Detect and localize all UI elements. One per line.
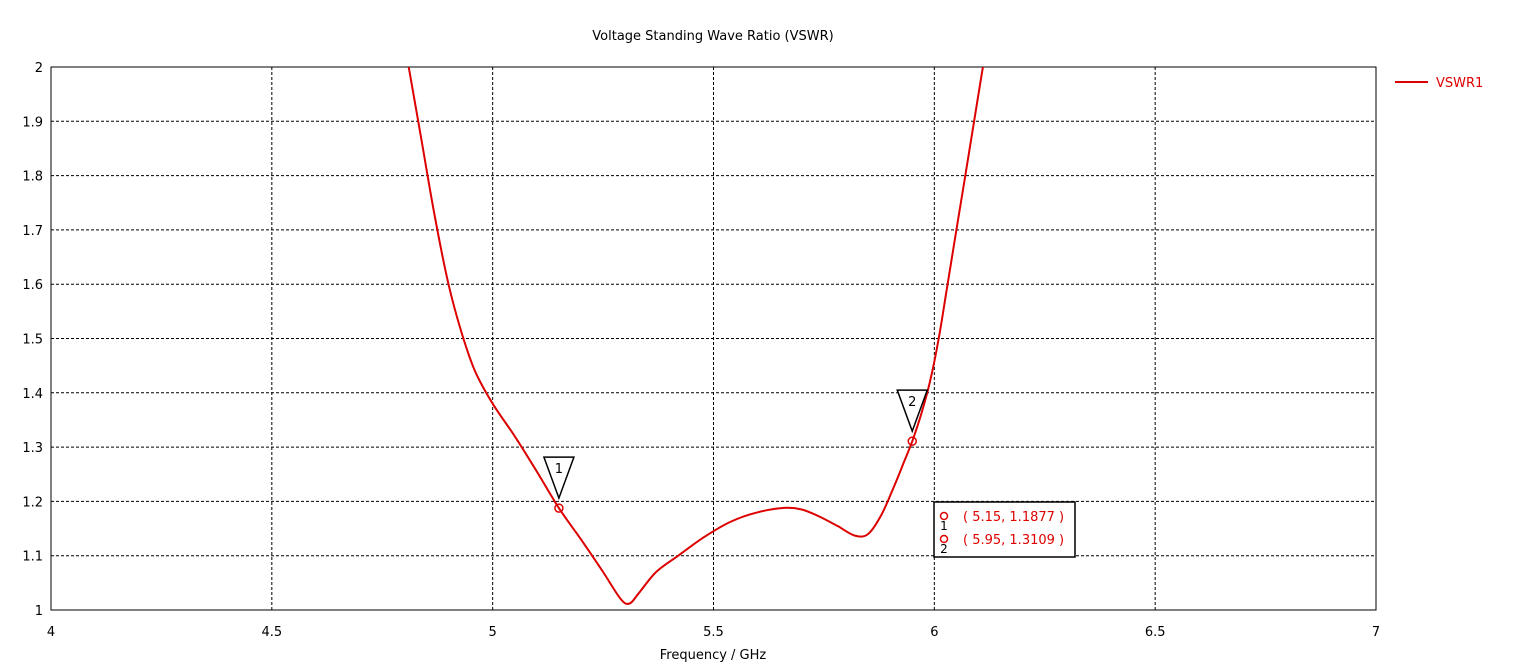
- marker-layer: 12: [542, 389, 929, 513]
- marker-flag: [896, 389, 929, 434]
- x-tick-label: 6: [930, 625, 938, 640]
- marker-table-box: [933, 501, 1076, 558]
- marker-flag-label: 1: [555, 462, 563, 477]
- y-tick-labels: 1 1.1 1.2 1.3 1.4 1.5 1.6 1.7 1.8 1.9 2: [22, 61, 43, 619]
- grid: [51, 67, 1376, 610]
- y-tick-label: 1.8: [22, 170, 43, 185]
- marker-table-value: ( 5.95, 1.3109 ): [963, 533, 1064, 548]
- y-tick-label: 1.9: [22, 115, 43, 130]
- marker-table-id: 2: [940, 542, 948, 556]
- x-tick-label: 5.5: [703, 625, 724, 640]
- marker-table-icon: [939, 534, 949, 544]
- x-tick-label: 4: [47, 625, 55, 640]
- marker-flag-label: 2: [908, 395, 916, 410]
- y-tick-label: 1.5: [22, 333, 43, 348]
- y-tick-label: 1.7: [22, 224, 43, 239]
- marker-table-icon: [939, 511, 949, 521]
- marker-point[interactable]: [554, 503, 564, 513]
- x-axis-label: Frequency / GHz: [660, 648, 767, 663]
- y-tick-label: 1.3: [22, 441, 43, 456]
- series-layer: [407, 66, 984, 605]
- x-tick-label: 6.5: [1145, 625, 1166, 640]
- series-line-vswr1: [407, 66, 984, 605]
- marker-table-value: ( 5.15, 1.1877 ): [963, 510, 1064, 525]
- marker-point[interactable]: [907, 436, 917, 446]
- marker-flag: [542, 456, 575, 501]
- y-tick-label: 1.4: [22, 387, 43, 402]
- plot-frame: [50, 66, 1377, 611]
- marker-readout-table: 1 ( 5.15, 1.1877 ) 2 ( 5.95, 1.3109 ): [933, 501, 1076, 558]
- legend[interactable]: VSWR1: [1395, 76, 1483, 91]
- marker-table-id: 1: [940, 519, 948, 533]
- y-tick-label: 1.6: [22, 278, 43, 293]
- x-tick-label: 4.5: [261, 625, 282, 640]
- y-tick-label: 1.2: [22, 495, 43, 510]
- x-tick-label: 7: [1372, 625, 1380, 640]
- legend-label: VSWR1: [1436, 76, 1483, 91]
- y-tick-label: 1.1: [22, 550, 43, 565]
- chart-title: Voltage Standing Wave Ratio (VSWR): [592, 29, 833, 44]
- x-tick-labels: 4 4.5 5 5.5 6 6.5 7: [47, 625, 1380, 640]
- y-tick-label: 2: [35, 61, 43, 76]
- x-tick-label: 5: [489, 625, 497, 640]
- y-tick-label: 1: [35, 604, 43, 619]
